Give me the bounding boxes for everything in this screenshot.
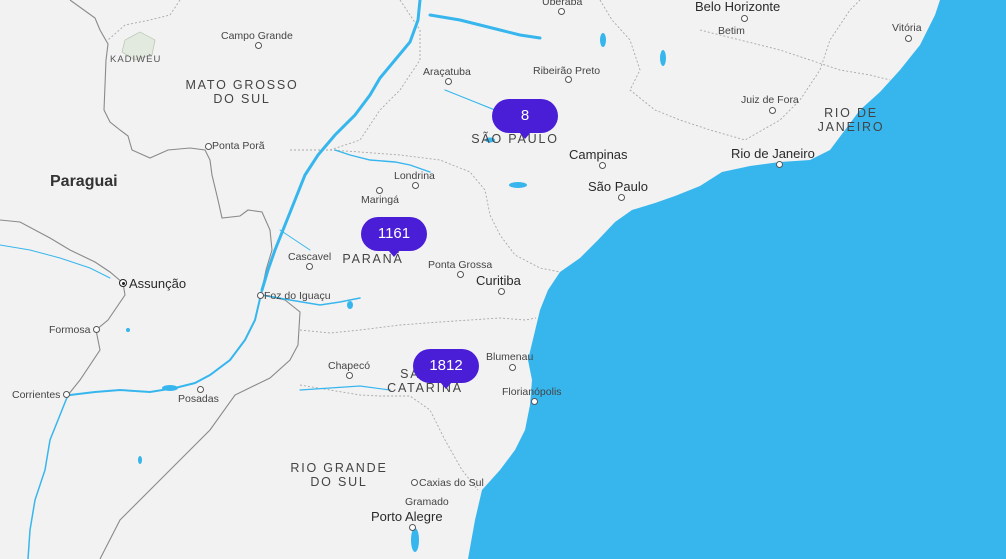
cluster-marker-sao-paulo[interactable]: 8 xyxy=(492,99,558,139)
city-dot-maringa xyxy=(376,187,383,194)
city-dot-chapeco xyxy=(346,372,353,379)
city-label-porto-alegre: Porto Alegre xyxy=(371,509,443,524)
city-dot-ponta-pora xyxy=(205,143,212,150)
city-dot-juiz-de-fora xyxy=(769,107,776,114)
city-dot-belo-horizonte xyxy=(741,15,748,22)
city-dot-campinas xyxy=(599,162,606,169)
city-dot-ponta-grossa xyxy=(457,271,464,278)
city-label-aracatuba: Araçatuba xyxy=(423,66,471,78)
city-dot-uberaba xyxy=(558,8,565,15)
state-label-rio-grande-do-sul: RIO GRANDE DO SUL xyxy=(286,461,392,490)
city-label-ponta-grossa: Ponta Grossa xyxy=(428,259,493,271)
city-label-belo-horizonte: Belo Horizonte xyxy=(695,0,781,14)
city-dot-blumenau xyxy=(509,364,516,371)
city-label-formosa: Formosa xyxy=(49,324,91,336)
state-label-line2: JANEIRO xyxy=(817,120,885,135)
state-label-line1: RIO DE xyxy=(824,106,878,120)
state-label-mato-grosso-do-sul: MATO GROSSO DO SUL xyxy=(180,78,304,107)
city-label-campinas: Campinas xyxy=(569,147,628,162)
city-dot-cascavel xyxy=(306,263,313,270)
city-label-londrina: Londrina xyxy=(394,170,435,182)
city-dot-rio-de-janeiro xyxy=(776,161,783,168)
city-label-foz-do-iguacu: Foz do Iguaçu xyxy=(264,290,331,302)
city-label-gramado: Gramado xyxy=(405,496,449,508)
state-label-sao-paulo: SÃO PAULO xyxy=(471,132,559,146)
city-label-vitoria: Vitória xyxy=(892,22,922,34)
city-label-corrientes: Corrientes xyxy=(12,389,61,401)
city-dot-porto-alegre xyxy=(409,524,416,531)
city-dot-campo-grande xyxy=(255,42,262,49)
cluster-marker-parana[interactable]: 1161 xyxy=(361,217,427,257)
city-label-rio-de-janeiro: Rio de Janeiro xyxy=(731,146,815,161)
city-dot-caxias-do-sul xyxy=(411,479,418,486)
city-label-curitiba: Curitiba xyxy=(476,273,521,288)
city-label-juiz-de-fora: Juiz de Fora xyxy=(741,94,799,106)
city-dot-assuncao xyxy=(119,279,127,287)
city-dot-corrientes xyxy=(63,391,70,398)
city-label-campo-grande: Campo Grande xyxy=(221,30,293,42)
state-label-line2: CATARINA xyxy=(387,381,463,396)
city-dot-foz-do-iguacu xyxy=(257,292,264,299)
city-label-assuncao: Assunção xyxy=(129,276,187,291)
city-label-posadas: Posadas xyxy=(178,393,219,405)
state-label-rio-de-janeiro: RIO DE JANEIRO xyxy=(812,106,890,135)
country-label-paraguai: Paraguai xyxy=(50,173,118,190)
state-label-line2: DO SUL xyxy=(213,92,271,107)
city-label-maringa: Maringá xyxy=(361,194,399,206)
city-label-uberaba: Uberaba xyxy=(542,0,583,8)
city-dot-londrina xyxy=(412,182,419,189)
city-dot-curitiba xyxy=(498,288,505,295)
atlantic-ocean xyxy=(468,0,1006,559)
city-dot-sao-paulo xyxy=(618,194,625,201)
city-label-ponta-pora: Ponta Porã xyxy=(212,140,265,152)
state-label-line2: DO SUL xyxy=(310,475,368,490)
city-label-sao-paulo: São Paulo xyxy=(588,179,648,194)
city-dot-formosa xyxy=(93,326,100,333)
city-label-caxias-do-sul: Caxias do Sul xyxy=(419,477,484,489)
cluster-marker-santa-catarina[interactable]: 1812 xyxy=(413,349,479,389)
city-dot-florianopolis xyxy=(531,398,538,405)
state-label-parana: PARANÁ xyxy=(342,252,404,266)
city-dot-aracatuba xyxy=(445,78,452,85)
state-label-line1: MATO GROSSO xyxy=(185,78,299,92)
city-label-betim: Betim xyxy=(718,25,745,37)
territory-label-kadiweu: KADIWÉU xyxy=(110,54,162,65)
city-label-florianopolis: Florianópolis xyxy=(502,386,562,398)
city-label-chapeco: Chapecó xyxy=(328,360,371,372)
city-dot-vitoria xyxy=(905,35,912,42)
city-label-cascavel: Cascavel xyxy=(288,251,332,263)
city-dot-ribeirao-preto xyxy=(565,76,572,83)
city-label-ribeirao-preto: Ribeirão Preto xyxy=(533,65,601,77)
state-label-line1: RIO GRANDE xyxy=(290,461,388,475)
city-label-blumenau: Blumenau xyxy=(486,351,534,363)
city-dot-posadas xyxy=(197,386,204,393)
